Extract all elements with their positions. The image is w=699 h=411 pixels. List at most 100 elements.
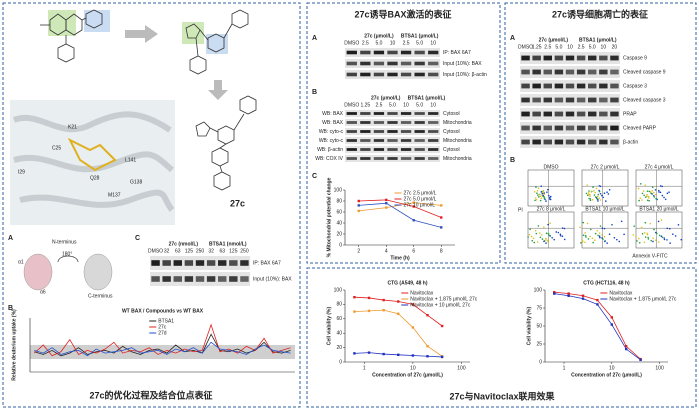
plot-title: DMSO [544,164,559,170]
flow-dot [534,229,537,232]
x-tick-label: 100 [655,365,664,371]
flow-dot [649,222,652,225]
flow-dot [663,196,665,199]
y-axis-label: Cell viability (%) [526,306,532,345]
flow-dot [535,232,538,235]
flow-dot [585,236,587,238]
flow-dot [549,222,552,225]
flow-dot [623,233,625,236]
blot-band [195,260,205,266]
plot-title: 27c 4 μmol/L [645,164,674,170]
blot-band [387,72,398,77]
flow-dot [599,225,602,227]
point [624,347,628,351]
y-tick-label: 60 [336,209,342,215]
flow-frame [581,169,629,207]
flow-dot [611,223,613,226]
y-tick-label: 0 [539,359,542,365]
point [610,323,614,326]
blot-band [532,125,541,131]
blot-band [428,130,439,133]
group-label: BTSA1 (μmol/L) [579,37,617,43]
blot-band [414,139,425,142]
flow-dot [601,227,604,229]
flow-dot [587,193,590,196]
blot-band [184,276,194,282]
flow-dot [660,219,663,221]
point [385,198,388,202]
blot-band [360,72,371,77]
x-tick-label: 6 [412,248,415,254]
row-label: IP: BAX 6A7 [253,260,281,266]
point [581,297,585,300]
blot-band [599,139,608,145]
lane-label: 32 [208,248,214,254]
x-tick-label: 1 [363,365,366,371]
flow-dot [641,199,643,201]
blot-band [554,125,564,131]
flow-dot [646,193,648,196]
panel-label: A [510,35,515,42]
blot-band [346,72,357,77]
flow-dot [618,240,621,243]
blot-band [373,121,385,124]
point [596,303,599,306]
flow-dot [658,191,660,193]
flow-dot [535,199,538,201]
blot-band [543,139,552,145]
flow-dot [535,186,537,188]
flow-dot [606,242,608,244]
blot-band [360,157,371,160]
row-label: WB: cyto-c [319,129,344,135]
residue-label: L141 [125,157,136,163]
flow-dot [597,234,599,237]
y-axis-label: Cell viability (%) [326,306,332,345]
flow-dot [547,239,549,242]
lane-label: 2.5 [578,44,585,50]
row-label: Mitochondria [443,120,472,126]
flow-dot [540,191,543,193]
bax-cartoon [23,253,113,291]
flow-dot [536,241,539,243]
flow-dot [648,197,650,199]
residue-label: I29 [18,169,25,175]
flow-dot [651,190,653,192]
blot-band [532,83,541,89]
compound-label: 27c [230,198,245,208]
blot-band [554,97,564,103]
left-box [2,2,301,408]
point [440,204,443,207]
flow-dot [559,234,562,237]
flow-dot [663,237,665,239]
flow-dot [593,190,595,192]
lane-label: 5.0 [416,102,423,108]
residue-label: M137 [108,192,121,198]
group-label: 27c (μmol/L) [364,33,394,39]
point [397,312,400,315]
flow-dot [659,185,662,187]
row-label: IP: BAX 6A7 [443,50,471,56]
legend-label: 27c 2.5 μmol/L [404,190,437,196]
panel-title: 27c诱导BAX激活的表征 [354,8,451,19]
blot-band [599,83,608,89]
flow-dot [661,185,663,188]
blot-band [576,97,586,103]
blot-band [610,55,619,61]
flow-dot [613,237,616,239]
molecule-3 [195,95,257,191]
legend-label: 27c 5.0 μmol/L [404,196,437,202]
blot-band [151,260,160,266]
lane-label: 125 [185,248,194,254]
blot-band [599,111,608,117]
lane-label: 10 [390,40,396,46]
blot-band [565,111,575,117]
blot-band [173,260,182,266]
blot-band [428,139,439,142]
flow-dot [538,232,541,234]
flow-dot [597,200,599,202]
legend-label: Navitoclax [609,290,633,296]
combo-box [306,267,697,408]
flow-dot [542,191,545,194]
blot-band [400,112,412,115]
flow-frame [635,169,683,207]
